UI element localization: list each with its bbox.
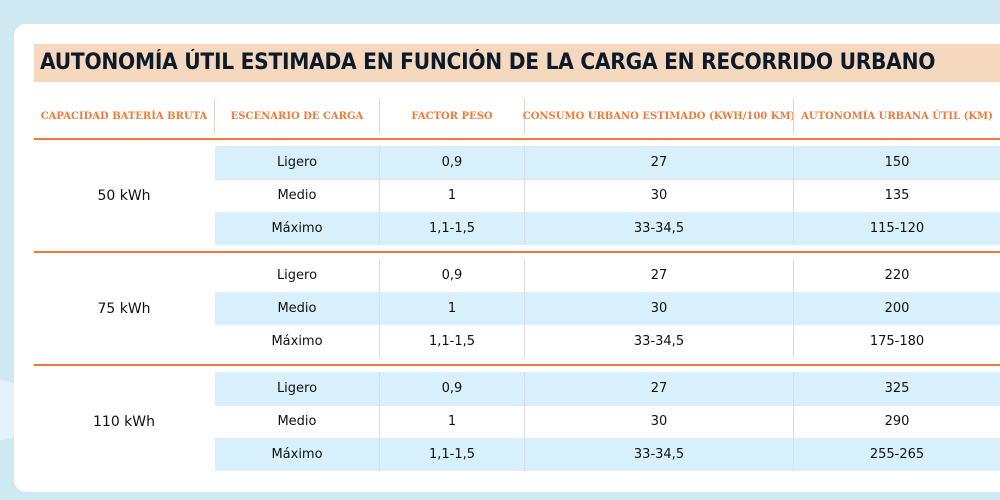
table-row: Medio 1 30 135 [215, 179, 1000, 212]
header-autonomia: AUTONOMÍA URBANA ÚTIL (KM) [801, 110, 993, 122]
scenario-cell: Medio [277, 188, 317, 203]
header-divider [379, 98, 380, 134]
title-banner: AUTONOMÍA ÚTIL ESTIMADA EN FUNCIÓN DE LA… [34, 44, 1000, 82]
autonomia-cell: 200 [884, 301, 910, 316]
column-divider [379, 146, 380, 179]
column-divider [524, 212, 525, 245]
row-divider [215, 179, 1000, 180]
group-50kwh: 50 kWh Ligero 0,9 27 150 Medio 1 30 135 … [34, 146, 1000, 246]
scenario-cell: Máximo [271, 334, 323, 349]
table-row: Ligero 0,9 27 325 [215, 372, 1000, 405]
scenario-cell: Medio [277, 414, 317, 429]
table-row: Medio 1 30 200 [215, 292, 1000, 325]
group-110kwh: 110 kWh Ligero 0,9 27 325 Medio 1 30 290… [34, 372, 1000, 472]
column-divider [524, 179, 525, 212]
column-divider [524, 292, 525, 325]
column-divider [793, 146, 794, 179]
consumo-cell: 30 [650, 414, 668, 429]
page-title: AUTONOMÍA ÚTIL ESTIMADA EN FUNCIÓN DE LA… [40, 50, 936, 75]
autonomia-cell: 220 [884, 268, 910, 283]
table-row: Máximo 1,1-1,5 33-34,5 175-180 [215, 325, 1000, 358]
column-divider [379, 212, 380, 245]
scenario-cell: Máximo [271, 221, 323, 236]
header-capacidad: CAPACIDAD BATERÍA BRUTA [40, 110, 208, 122]
consumo-cell: 30 [650, 188, 668, 203]
column-divider [379, 179, 380, 212]
autonomia-cell: 150 [884, 155, 910, 170]
capacity-cell: 110 kWh [93, 414, 155, 430]
table-row: Máximo 1,1-1,5 33-34,5 115-120 [215, 212, 1000, 245]
consumo-cell: 27 [650, 268, 668, 283]
consumo-cell: 30 [650, 301, 668, 316]
factor-cell: 1 [447, 188, 457, 203]
autonomia-cell: 115-120 [869, 221, 925, 236]
scenario-cell: Ligero [276, 381, 318, 396]
table-row: Ligero 0,9 27 220 [215, 259, 1000, 292]
column-divider [379, 259, 380, 292]
consumo-cell: 27 [650, 381, 668, 396]
column-divider [793, 212, 794, 245]
column-divider [379, 325, 380, 358]
factor-cell: 0,9 [441, 381, 463, 396]
scenario-cell: Ligero [276, 155, 318, 170]
column-divider [793, 179, 794, 212]
column-divider [793, 259, 794, 292]
column-divider [379, 438, 380, 471]
header-escenario: ESCENARIO DE CARGA [230, 110, 364, 122]
factor-cell: 1,1-1,5 [428, 447, 476, 462]
column-divider [524, 259, 525, 292]
factor-cell: 1 [447, 301, 457, 316]
row-divider [215, 405, 1000, 406]
factor-cell: 1 [447, 414, 457, 429]
factor-cell: 0,9 [441, 268, 463, 283]
capacity-cell: 50 kWh [97, 188, 151, 204]
group-75kwh: 75 kWh Ligero 0,9 27 220 Medio 1 30 200 … [34, 259, 1000, 359]
column-divider [793, 325, 794, 358]
header-divider [793, 98, 794, 134]
scenario-cell: Medio [277, 301, 317, 316]
orange-divider [34, 364, 1000, 366]
column-divider [379, 405, 380, 438]
column-divider [793, 292, 794, 325]
table-row: Medio 1 30 290 [215, 405, 1000, 438]
scenario-cell: Máximo [271, 447, 323, 462]
scenario-cell: Ligero [276, 268, 318, 283]
autonomia-cell: 175-180 [869, 334, 925, 349]
column-divider [524, 325, 525, 358]
column-divider [379, 372, 380, 405]
consumo-cell: 33-34,5 [633, 221, 685, 236]
orange-divider [34, 251, 1000, 253]
orange-divider [34, 138, 1000, 140]
table-row: Ligero 0,9 27 150 [215, 146, 1000, 179]
column-divider [524, 146, 525, 179]
header-factor: FACTOR PESO [411, 110, 493, 122]
header-consumo: CONSUMO URBANO ESTIMADO (KWH/100 KM) [522, 110, 796, 122]
consumo-cell: 27 [650, 155, 668, 170]
consumo-cell: 33-34,5 [633, 334, 685, 349]
header-divider [524, 98, 525, 134]
consumo-cell: 33-34,5 [633, 447, 685, 462]
autonomia-cell: 135 [884, 188, 910, 203]
column-divider [524, 405, 525, 438]
factor-cell: 1,1-1,5 [428, 334, 476, 349]
column-divider [793, 438, 794, 471]
column-divider [379, 292, 380, 325]
autonomia-cell: 290 [884, 414, 910, 429]
capacity-cell: 75 kWh [97, 301, 151, 317]
column-divider [793, 405, 794, 438]
autonomia-cell: 255-265 [869, 447, 925, 462]
header-divider [214, 98, 215, 134]
factor-cell: 1,1-1,5 [428, 221, 476, 236]
factor-cell: 0,9 [441, 155, 463, 170]
table-row: Máximo 1,1-1,5 33-34,5 255-265 [215, 438, 1000, 471]
column-divider [524, 372, 525, 405]
column-divider [524, 438, 525, 471]
autonomia-cell: 325 [884, 381, 910, 396]
column-divider [793, 372, 794, 405]
